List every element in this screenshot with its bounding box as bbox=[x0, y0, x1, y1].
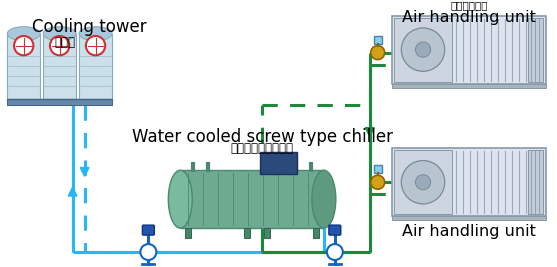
Circle shape bbox=[86, 36, 105, 55]
Circle shape bbox=[371, 175, 385, 189]
FancyBboxPatch shape bbox=[374, 165, 382, 173]
Bar bbox=[392, 84, 546, 88]
Text: Air handling unit: Air handling unit bbox=[402, 224, 536, 239]
Polygon shape bbox=[80, 167, 89, 176]
Bar bbox=[261, 152, 297, 174]
Circle shape bbox=[416, 42, 431, 57]
Bar bbox=[394, 150, 452, 214]
Circle shape bbox=[416, 175, 431, 190]
Circle shape bbox=[402, 160, 444, 204]
Circle shape bbox=[140, 244, 157, 260]
Circle shape bbox=[14, 36, 33, 55]
Polygon shape bbox=[68, 187, 77, 196]
Ellipse shape bbox=[43, 27, 76, 41]
Bar bbox=[394, 18, 452, 81]
Bar bbox=[7, 34, 40, 101]
Circle shape bbox=[371, 46, 385, 60]
Text: Air handling unit: Air handling unit bbox=[402, 10, 536, 25]
Circle shape bbox=[50, 36, 69, 55]
Polygon shape bbox=[365, 128, 374, 136]
Bar bbox=[7, 100, 113, 105]
Bar bbox=[392, 148, 546, 216]
Bar bbox=[527, 18, 543, 81]
Text: Water cooled screw type chiller: Water cooled screw type chiller bbox=[131, 128, 393, 146]
Bar bbox=[313, 228, 319, 238]
Bar bbox=[244, 228, 250, 238]
Ellipse shape bbox=[312, 170, 336, 228]
Text: 蜗杆式水冷冷水机组: 蜗杆式水冷冷水机组 bbox=[231, 142, 294, 155]
Ellipse shape bbox=[168, 170, 192, 228]
FancyBboxPatch shape bbox=[329, 225, 341, 235]
Bar bbox=[79, 34, 112, 101]
Bar bbox=[392, 16, 546, 84]
Bar bbox=[43, 34, 76, 101]
Bar bbox=[185, 228, 191, 238]
Ellipse shape bbox=[7, 27, 40, 41]
Text: 恒温恒湿风柜: 恒温恒湿风柜 bbox=[450, 0, 488, 10]
Circle shape bbox=[327, 244, 343, 260]
Bar bbox=[392, 216, 546, 220]
Bar bbox=[180, 170, 324, 228]
FancyBboxPatch shape bbox=[143, 225, 154, 235]
Ellipse shape bbox=[79, 27, 112, 41]
FancyBboxPatch shape bbox=[374, 36, 382, 44]
Text: Cooling tower: Cooling tower bbox=[32, 18, 147, 36]
Bar bbox=[264, 228, 270, 238]
Text: 冷却塔: 冷却塔 bbox=[54, 36, 75, 49]
Bar bbox=[527, 150, 543, 214]
Circle shape bbox=[402, 28, 444, 71]
